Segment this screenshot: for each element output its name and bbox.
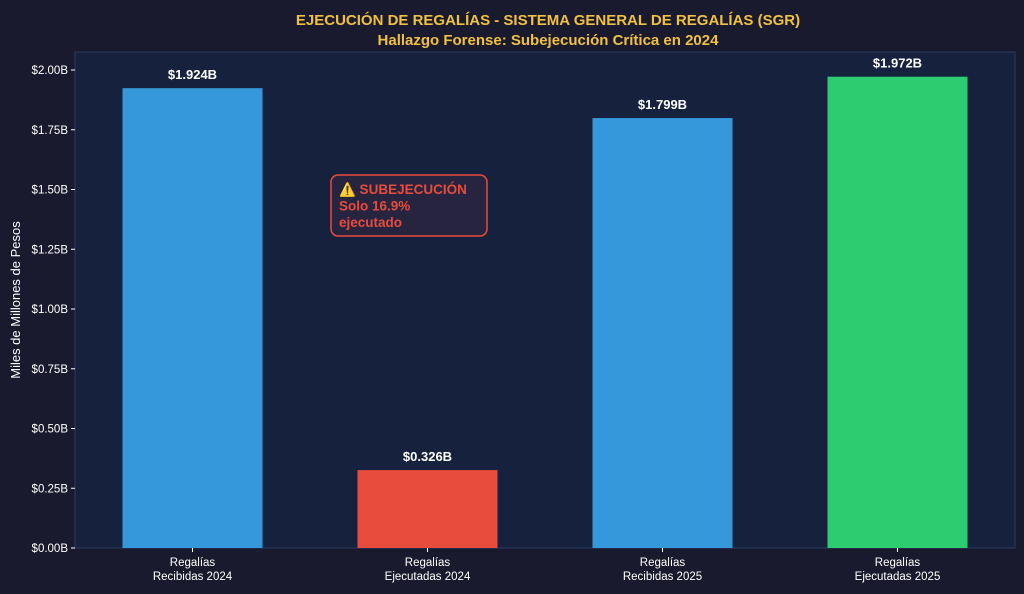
y-tick-label: $1.50B [32,185,69,197]
x-tick-label: Regalías [170,557,216,569]
y-tick-label: $0.75B [32,364,69,376]
x-tick-label: Recibidas 2024 [153,571,233,583]
bar-value-label: $1.972B [873,56,922,71]
chart-subtitle: Hallazgo Forense: Subejecución Crítica e… [378,32,720,49]
x-tick-label: Ejecutadas 2024 [385,571,471,583]
y-tick-label: $0.00B [32,543,69,555]
annotation-text: ejecutado [339,215,402,230]
bar [592,118,733,548]
annotation-text: Solo 16.9% [339,199,410,214]
chart-title: EJECUCIÓN DE REGALÍAS - SISTEMA GENERAL … [296,11,800,29]
y-tick-label: $1.00B [32,304,69,316]
bar-value-label: $0.326B [403,449,452,464]
x-tick-label: Regalías [640,557,686,569]
annotation-box [330,174,488,237]
y-axis-label: Miles de Millones de Pesos [8,221,23,379]
x-tick-label: Ejecutadas 2025 [855,571,941,583]
x-tick-label: Regalías [875,557,921,569]
y-tick-label: $1.25B [32,244,69,256]
y-tick-label: $0.50B [32,424,69,436]
bar [827,76,968,548]
x-tick-label: Regalías [405,557,451,569]
y-tick-label: $2.00B [32,65,69,77]
bar [122,88,263,548]
x-tick-label: Recibidas 2025 [623,571,702,583]
y-tick-label: $1.75B [32,125,69,137]
y-tick-label: $0.25B [32,483,69,495]
annotation-text: ⚠️ SUBEJECUCIÓN [339,181,467,197]
bar [357,470,498,548]
bar-value-label: $1.924B [168,67,217,82]
bar-value-label: $1.799B [638,97,687,112]
